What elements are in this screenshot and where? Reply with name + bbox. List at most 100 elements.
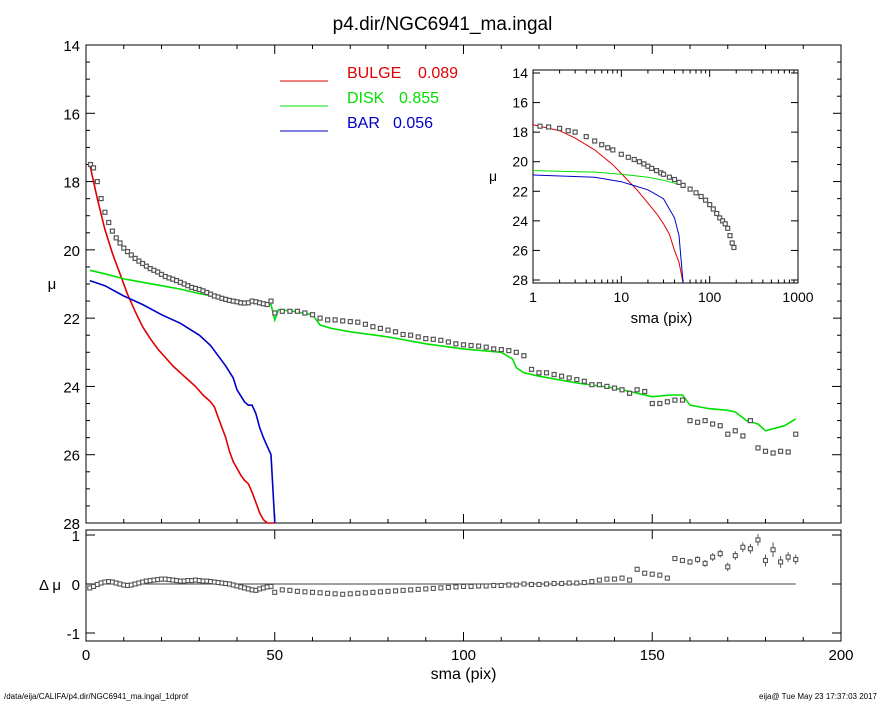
- residual-point: [581, 579, 587, 586]
- inset-data-point: [714, 210, 720, 217]
- y-tick-label: 26: [512, 242, 528, 258]
- y-tick-label: 18: [63, 175, 80, 192]
- x-tick-label: 1: [529, 289, 537, 305]
- residual-point: [430, 585, 436, 591]
- x-axis-label: sma (pix): [631, 310, 693, 327]
- residual-point: [649, 571, 655, 577]
- inset-data-point: [731, 244, 737, 251]
- residual-point: [710, 554, 716, 560]
- residual-point: [385, 588, 391, 594]
- data-point: [332, 317, 338, 323]
- inset-data-point: [727, 233, 733, 239]
- data-point: [626, 390, 633, 396]
- data-point: [140, 260, 146, 267]
- inset-data-point: [702, 197, 709, 203]
- residual-point: [513, 582, 519, 588]
- data-point: [102, 209, 108, 215]
- y-tick-label: 14: [512, 65, 528, 81]
- data-point: [793, 431, 799, 437]
- data-point: [309, 312, 316, 318]
- residual-point: [619, 575, 625, 581]
- inset-data-point: [693, 190, 699, 196]
- data-point: [551, 371, 557, 378]
- residual-point: [770, 547, 776, 553]
- data-point: [340, 318, 346, 324]
- legend-value: 0.056: [393, 115, 433, 132]
- y-tick-label: 1: [72, 528, 80, 545]
- inset-data-point: [599, 142, 605, 148]
- residual-point: [476, 583, 482, 589]
- legend-label: DISK: [347, 90, 385, 107]
- residual-point: [287, 587, 293, 593]
- inset-data-point: [648, 165, 655, 171]
- residual-point: [566, 580, 572, 586]
- data-point: [87, 161, 94, 168]
- y-tick-label: 26: [63, 448, 80, 465]
- inset-data-point: [605, 145, 611, 151]
- data-point: [132, 255, 138, 261]
- x-tick-label: 100: [451, 647, 476, 664]
- inset-data-point: [671, 176, 678, 183]
- data-point: [109, 228, 116, 234]
- data-point: [747, 418, 754, 424]
- data-point: [642, 388, 648, 395]
- inset-data-point: [729, 240, 735, 246]
- x-tick-label: 1000: [782, 289, 813, 305]
- series-bulge-line: [89, 164, 275, 524]
- y-tick-label: 16: [63, 106, 80, 123]
- residual-point: [536, 581, 542, 588]
- data-point: [347, 319, 353, 325]
- data-point: [732, 428, 738, 434]
- data-point: [124, 249, 131, 255]
- legend-label: BULGE: [347, 65, 401, 82]
- residual-point: [672, 555, 678, 562]
- data-point: [634, 387, 640, 393]
- data-point: [264, 301, 270, 308]
- inset-background: [488, 62, 833, 335]
- data-point: [672, 397, 678, 403]
- inset-data-point: [660, 171, 667, 177]
- data-point: [717, 423, 723, 429]
- y-tick-label: 20: [512, 154, 528, 170]
- inset-data-point: [610, 147, 616, 153]
- x-tick-label: 0: [82, 647, 90, 664]
- data-point: [574, 377, 580, 383]
- residual-point: [604, 576, 610, 582]
- y-tick-label: 24: [63, 379, 80, 396]
- inset-data-point: [565, 128, 571, 134]
- data-point: [589, 382, 595, 388]
- residual-point: [325, 590, 331, 596]
- residual-point: [445, 584, 451, 590]
- residual-point: [377, 589, 384, 595]
- data-point: [121, 245, 127, 251]
- residual-point: [778, 559, 784, 565]
- y-tick-label: 24: [512, 213, 528, 229]
- data-point: [528, 366, 535, 372]
- data-point: [385, 327, 391, 333]
- inset-data-point: [698, 193, 704, 200]
- data-point: [596, 382, 603, 388]
- residual-point: [785, 554, 791, 560]
- data-point: [117, 240, 123, 246]
- residual-point: [498, 582, 504, 589]
- data-point: [664, 399, 671, 405]
- data-point: [679, 397, 686, 403]
- data-point: [370, 324, 376, 330]
- legend-value: 0.089: [418, 65, 458, 82]
- data-point: [694, 419, 701, 425]
- data-point: [113, 235, 119, 241]
- residual-point: [483, 583, 489, 589]
- residual-point: [408, 587, 414, 593]
- data-point: [400, 331, 406, 338]
- inset-data-point: [537, 123, 543, 129]
- residual-point: [762, 557, 769, 564]
- residual-point: [694, 556, 701, 563]
- x-tick-label: 100: [698, 289, 722, 305]
- footer-stamp: eija@ Tue May 23 17:37:03 2017: [759, 692, 877, 701]
- data-point: [762, 448, 769, 454]
- chart-title: p4.dir/NGC6941_ma.ingal: [332, 14, 553, 35]
- data-point: [268, 298, 274, 304]
- data-point: [279, 308, 285, 314]
